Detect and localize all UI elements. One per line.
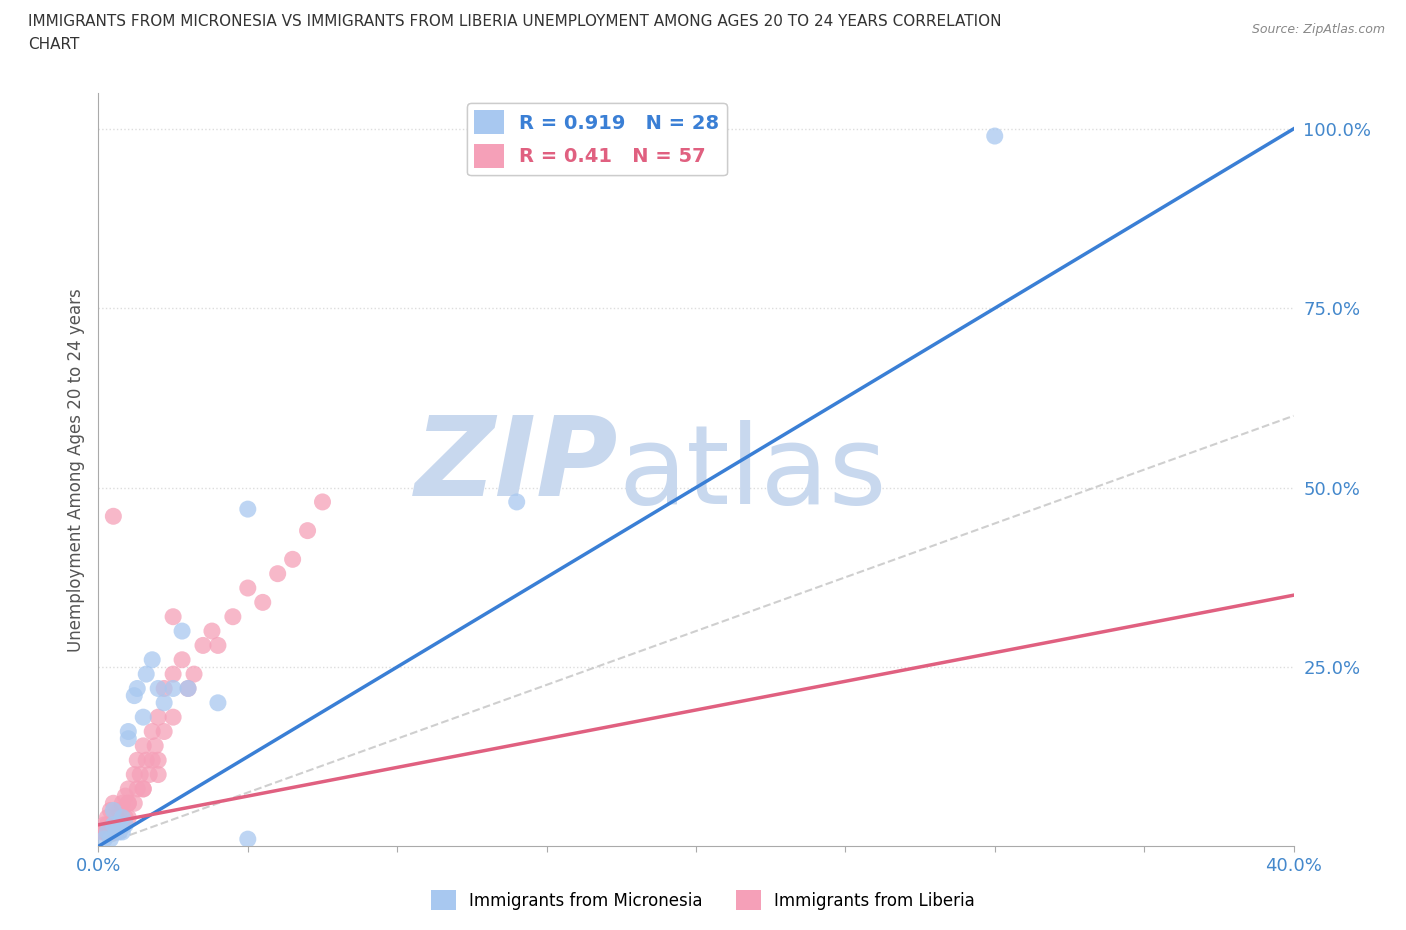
Point [143, 738, 166, 753]
Point [103, 796, 125, 811]
Point [103, 803, 125, 817]
Point [124, 688, 146, 703]
Point [183, 667, 205, 682]
Point [506, 495, 529, 510]
Point [105, 825, 128, 840]
Point [111, 796, 134, 811]
Point [236, 831, 259, 846]
Point [222, 609, 245, 624]
Point [252, 595, 274, 610]
Point [103, 817, 125, 832]
Legend: Immigrants from Micronesia, Immigrants from Liberia: Immigrants from Micronesia, Immigrants f… [425, 884, 981, 917]
Point [117, 796, 139, 811]
Point [127, 681, 149, 696]
Point [98, 831, 122, 846]
Point [172, 652, 194, 667]
Point [111, 825, 134, 840]
Point [96, 817, 118, 832]
Point [105, 810, 128, 825]
Point [132, 710, 155, 724]
Text: Source: ZipAtlas.com: Source: ZipAtlas.com [1251, 23, 1385, 36]
Point [103, 817, 125, 832]
Point [108, 825, 131, 840]
Text: CHART: CHART [28, 37, 80, 52]
Point [153, 724, 176, 739]
Point [117, 781, 139, 796]
Point [172, 624, 194, 639]
Point [141, 652, 163, 667]
Point [103, 825, 125, 840]
Point [108, 817, 131, 832]
Point [141, 724, 163, 739]
Point [162, 681, 184, 696]
Point [124, 767, 146, 782]
Point [148, 752, 170, 767]
Point [281, 551, 304, 566]
Point [117, 731, 139, 746]
Point [90, 825, 112, 840]
Point [127, 752, 149, 767]
Point [207, 638, 229, 653]
Point [201, 624, 224, 639]
Point [114, 810, 136, 825]
Point [148, 710, 170, 724]
Point [98, 825, 122, 840]
Point [177, 681, 200, 696]
Point [162, 609, 184, 624]
Point [153, 681, 176, 696]
Point [153, 696, 176, 711]
Text: atlas: atlas [619, 420, 887, 527]
Point [93, 825, 115, 840]
Point [311, 495, 333, 510]
Point [135, 752, 157, 767]
Point [96, 810, 118, 825]
Point [98, 803, 122, 817]
Point [132, 781, 155, 796]
Point [132, 738, 155, 753]
Point [127, 781, 149, 796]
Point [105, 825, 128, 840]
Point [148, 767, 170, 782]
Point [129, 767, 152, 782]
Point [93, 817, 115, 832]
Point [108, 817, 131, 832]
Legend: R = 0.919   N = 28, R = 0.41   N = 57: R = 0.919 N = 28, R = 0.41 N = 57 [467, 102, 727, 176]
Point [141, 752, 163, 767]
Point [148, 681, 170, 696]
Point [162, 710, 184, 724]
Point [297, 524, 319, 538]
Point [267, 566, 290, 581]
Point [111, 817, 134, 832]
Point [236, 501, 259, 516]
Point [138, 767, 160, 782]
Point [93, 831, 115, 846]
Y-axis label: Unemployment Among Ages 20 to 24 years: Unemployment Among Ages 20 to 24 years [66, 287, 84, 652]
Point [111, 810, 134, 825]
Point [117, 810, 139, 825]
Point [236, 580, 259, 595]
Point [132, 781, 155, 796]
Point [124, 796, 146, 811]
Point [103, 509, 125, 524]
Point [162, 667, 184, 682]
Point [135, 667, 157, 682]
Point [984, 128, 1007, 143]
Point [96, 825, 118, 840]
Point [117, 796, 139, 811]
Point [207, 696, 229, 711]
Point [114, 789, 136, 804]
Point [177, 681, 200, 696]
Text: ZIP: ZIP [415, 412, 619, 519]
Point [108, 803, 131, 817]
Point [117, 724, 139, 739]
Text: IMMIGRANTS FROM MICRONESIA VS IMMIGRANTS FROM LIBERIA UNEMPLOYMENT AMONG AGES 20: IMMIGRANTS FROM MICRONESIA VS IMMIGRANTS… [28, 14, 1001, 29]
Point [114, 817, 136, 832]
Point [191, 638, 214, 653]
